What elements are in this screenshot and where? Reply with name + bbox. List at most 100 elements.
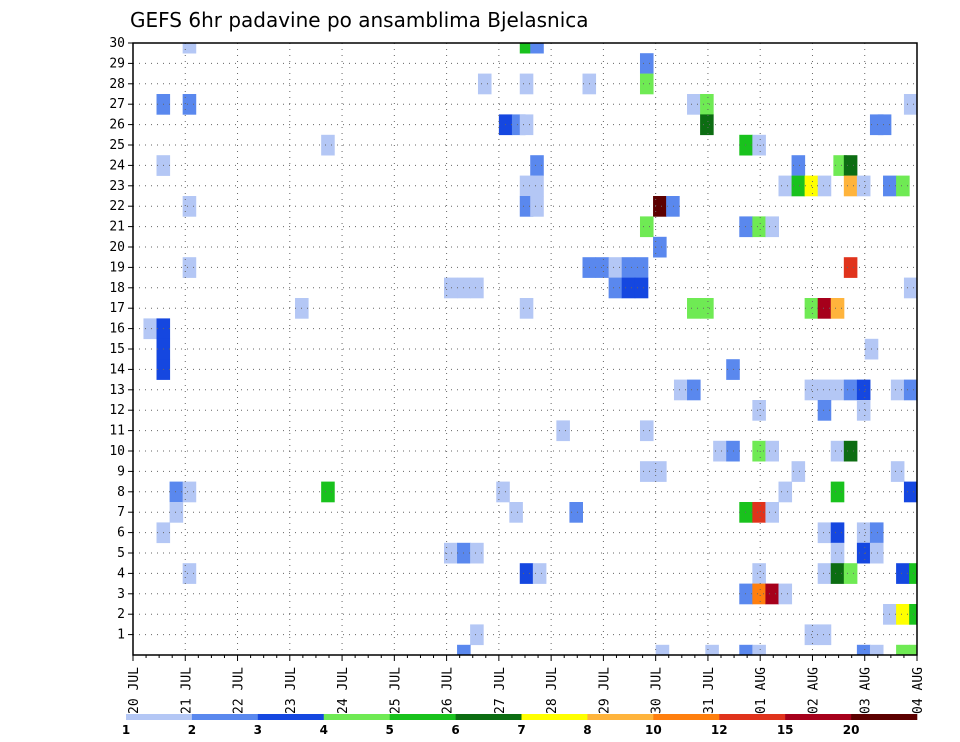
legend-label: 7 [517,723,525,737]
heat-cell [470,277,484,299]
heat-cell [519,73,534,95]
heat-cell [890,461,905,482]
heat-cell [653,196,667,217]
heat-cell [639,53,654,74]
heat-cell [843,563,858,584]
heat-cell [700,114,714,136]
heat-cell [477,73,492,95]
heat-cell [470,624,484,646]
legend-label: 12 [711,723,728,737]
x-tick-label: 02 AUG [806,667,821,714]
heat-cell [752,400,766,421]
heat-cell [791,175,806,197]
heat-cell [595,257,610,278]
y-tick-label: 18 [109,281,125,296]
heat-cell [639,461,654,482]
y-tick-label: 2 [117,607,125,622]
heat-cell [778,175,793,197]
x-tick-label: 21 JUL [179,667,194,714]
heat-cell [791,461,806,482]
heat-cell [739,644,753,656]
legend-swatch [851,714,918,720]
heat-cell [752,583,766,605]
heat-cell [765,440,779,462]
x-tick-label: 22 JUL [232,667,247,714]
heat-cell [687,298,701,319]
heat-cell [830,563,845,584]
legend-label: 2 [188,723,196,737]
legend-label: 3 [254,723,262,737]
heat-cell [687,379,701,401]
heat-cell [896,175,910,197]
heat-cell [843,257,858,278]
y-tick-label: 5 [117,546,125,561]
y-tick-label: 9 [117,464,125,479]
heat-cell [869,644,884,656]
heat-cell [877,114,892,136]
y-tick-label: 28 [109,77,125,92]
heat-cell [817,522,832,544]
x-tick-label: 29 JUL [597,667,612,714]
cells-layer [143,43,917,656]
heat-cell [869,522,884,544]
heat-cell [321,481,335,503]
heat-cell [443,542,458,564]
heat-cell [843,379,858,401]
heat-cell [778,583,793,605]
legend-label: 4 [320,723,328,737]
legend-swatch [719,714,786,720]
y-tick-label: 23 [109,179,125,194]
heat-cell [896,644,910,656]
x-tick-label: 30 JUL [650,667,665,714]
y-tick-label: 7 [117,505,125,520]
heat-cell [530,155,544,176]
y-tick-label: 10 [109,444,125,459]
heat-cell [739,216,753,238]
legend-label: 6 [451,723,459,737]
heat-cell [182,43,197,54]
heat-cell [869,542,884,564]
heat-cell [519,175,534,197]
heat-cell [830,298,845,319]
y-tick-label: 29 [109,56,125,71]
heat-cell [856,400,871,421]
heat-cell [843,155,858,176]
heat-cell [817,175,832,197]
heat-cell [817,563,832,584]
y-tick-label: 3 [117,587,125,602]
heat-cell [830,522,845,544]
legend-swatch [521,714,588,720]
heat-cell [653,236,667,258]
heat-cell [182,257,197,278]
x-tick-label: 20 JUL [127,667,142,714]
heat-cell [752,134,766,156]
heat-cell [608,277,623,299]
heat-cell [903,277,917,299]
heat-cell [896,563,910,584]
y-tick-label: 19 [109,260,125,275]
heat-cell [519,196,534,217]
heat-cell [182,94,197,115]
heat-cell [778,481,793,503]
grid-layer [133,43,917,655]
x-tick-label: 26 JUL [441,667,456,714]
heat-cell [752,502,766,523]
y-tick-label: 16 [109,322,125,337]
heat-cell [655,644,670,656]
heat-cell [509,502,523,523]
y-tick-label: 1 [117,628,125,643]
heat-cell [752,563,766,584]
legend-swatch [455,714,522,720]
heat-cell [705,644,719,656]
heat-cell [817,379,832,401]
heat-cell [700,298,714,319]
heat-cell [530,175,544,197]
heat-cell [556,420,570,442]
y-tick-label: 4 [117,566,125,581]
heat-cell [621,257,636,278]
heat-cell [673,379,688,401]
x-tick-label: 25 JUL [388,667,403,714]
legend-swatch [653,714,720,720]
heat-cell [856,379,871,401]
